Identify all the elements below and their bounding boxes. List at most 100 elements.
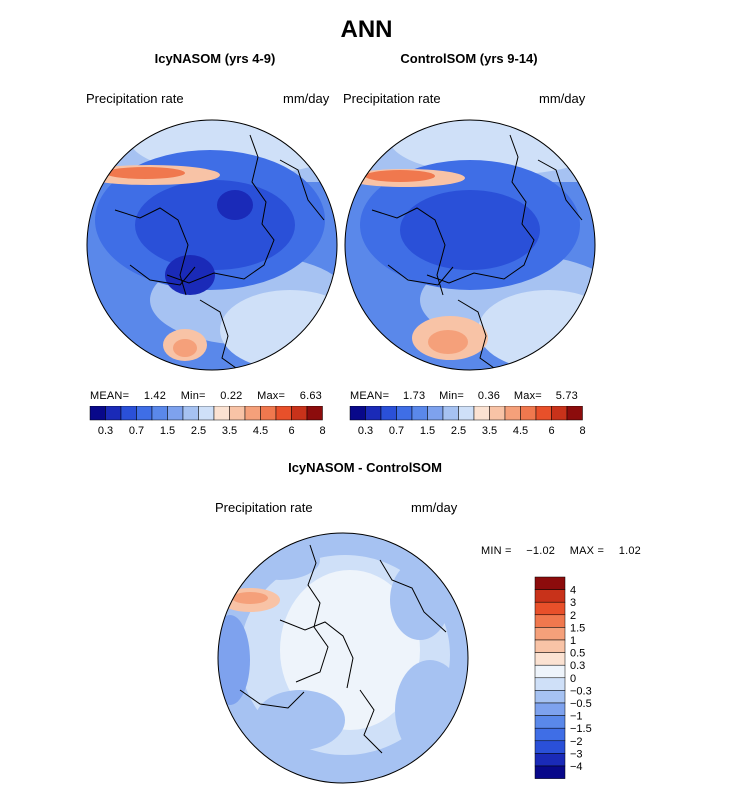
- colorbar-icynasom-swatch: [167, 406, 184, 421]
- panel-2-min-label: Min=: [439, 390, 465, 402]
- colorbar-difference-swatch: [534, 690, 566, 704]
- colorbar-controlsom-tick-label: 2.5: [451, 425, 466, 437]
- panel-2-units-label: mm/day: [539, 91, 586, 106]
- colorbar-icynasom-tick-label: 8: [319, 425, 325, 437]
- colorbar-difference-swatch: [534, 639, 566, 653]
- colorbar-difference-swatch: [534, 652, 566, 666]
- colorbar-controlsom: 0.3 0.7 1.5 2.5 3.5 4.5 6 8: [349, 406, 586, 437]
- colorbar-icynasom-tick-label: 0.7: [129, 425, 144, 437]
- panel-2-min-value: 0.36: [477, 390, 501, 402]
- panel-2-mean-label: MEAN=: [350, 390, 390, 402]
- colorbar-controlsom-tick-label: 0.3: [358, 425, 373, 437]
- colorbar-difference-swatch: [534, 589, 566, 603]
- colorbar-controlsom-swatch: [427, 406, 444, 421]
- colorbar-controlsom-tick-label: 0.7: [389, 425, 404, 437]
- panel-2-max-value: 5.73: [555, 390, 578, 402]
- panel-3-max-label: MAX =: [569, 545, 605, 557]
- colorbar-icynasom-swatch: [260, 406, 277, 421]
- colorbar-difference-tick-label: −0.3: [570, 685, 592, 697]
- panel-1-stats: MEAN= 1.42 Min= 0.22 Max= 6.63: [90, 390, 322, 402]
- colorbar-difference-swatch: [534, 727, 566, 742]
- panel-2-max-label: Max=: [513, 390, 542, 402]
- colorbar-controlsom-swatch: [566, 406, 583, 421]
- colorbar-icynasom-tick-label: 2.5: [191, 425, 206, 437]
- panel-2-stats: MEAN= 1.73 Min= 0.36 Max= 5.73: [350, 390, 578, 402]
- colorbar-difference-tick-label: −2: [570, 736, 583, 748]
- colorbar-controlsom-swatch: [551, 406, 568, 421]
- panel-3-units-label: mm/day: [411, 500, 458, 515]
- colorbar-icynasom-swatch: [182, 406, 199, 421]
- colorbar-difference-tick-label: −4: [570, 761, 583, 773]
- colorbar-controlsom-tick-label: 1.5: [420, 425, 435, 437]
- panel-1-mean-label: MEAN=: [90, 390, 130, 402]
- colorbar-difference-tick-label: 0: [570, 673, 576, 685]
- colorbar-controlsom-swatch: [365, 406, 382, 421]
- colorbar-difference-swatch: [534, 627, 566, 641]
- colorbar-difference-tick-label: −1: [570, 711, 583, 723]
- colorbar-icynasom-swatch: [89, 406, 106, 421]
- panel-2-mean-value: 1.73: [403, 390, 426, 402]
- map-icynasom: [87, 120, 337, 370]
- colorbar-controlsom-swatch: [504, 406, 521, 421]
- colorbar-difference-swatch: [534, 715, 566, 729]
- colorbar-difference-tick-label: −1.5: [570, 723, 592, 735]
- panel-3-min-value: −1.02: [526, 545, 556, 557]
- colorbar-controlsom-swatch: [442, 406, 459, 421]
- panel-1-max-value: 6.63: [299, 390, 322, 402]
- colorbar-icynasom-tick-label: 0.3: [98, 425, 113, 437]
- colorbar-difference-swatch: [534, 576, 566, 590]
- colorbar-difference-swatch: [534, 601, 566, 616]
- map-difference: [218, 533, 468, 783]
- map-controlsom: [345, 120, 595, 370]
- colorbar-controlsom-tick-label: 6: [548, 425, 554, 437]
- colorbar-icynasom-swatch: [198, 406, 215, 421]
- colorbar-controlsom-swatch: [489, 406, 506, 421]
- colorbar-controlsom-tick-label: 8: [579, 425, 585, 437]
- colorbar-icynasom-swatch: [105, 406, 122, 421]
- colorbar-icynasom-swatch: [120, 406, 137, 421]
- colorbar-difference-swatch: [534, 614, 566, 628]
- colorbar-difference-tick-label: 1.5: [570, 622, 585, 634]
- colorbar-icynasom-swatch: [213, 406, 230, 421]
- colorbar-icynasom-tick-label: 1.5: [160, 425, 175, 437]
- colorbar-icynasom-tick-label: 4.5: [253, 425, 268, 437]
- colorbar-difference-swatch: [534, 753, 566, 767]
- colorbar-difference-swatch: [534, 765, 566, 779]
- panel-2-variable-label: Precipitation rate: [343, 91, 441, 106]
- colorbar-difference-tick-label: −3: [570, 748, 583, 760]
- colorbar-controlsom-swatch: [411, 406, 428, 421]
- colorbar-difference-tick-label: 1: [570, 635, 576, 647]
- colorbar-controlsom-swatch: [349, 406, 366, 421]
- colorbar-difference-tick-label: 3: [570, 597, 576, 609]
- panel-3-title: IcyNASOM - ControlSOM: [288, 460, 442, 475]
- panel-3-max-value: 1.02: [618, 545, 641, 557]
- colorbar-controlsom-swatch: [473, 406, 490, 421]
- colorbar-difference-swatch: [534, 702, 566, 716]
- colorbar-controlsom-swatch: [520, 406, 537, 421]
- colorbar-difference-tick-label: −0.5: [570, 698, 592, 710]
- colorbar-icynasom-swatch: [306, 406, 323, 421]
- colorbar-difference-tick-label: 0.5: [570, 648, 585, 660]
- colorbar-difference-tick-label: 2: [570, 610, 576, 622]
- panel-1-mean-value: 1.42: [143, 390, 167, 402]
- colorbar-controlsom-tick-label: 4.5: [513, 425, 528, 437]
- panel-1-title: IcyNASOM (yrs 4-9): [154, 51, 276, 66]
- colorbar-icynasom-tick-label: 3.5: [222, 425, 237, 437]
- panel-2-title: ControlSOM (yrs 9-14): [400, 51, 538, 66]
- colorbar-controlsom-swatch: [458, 406, 475, 421]
- colorbar-controlsom-swatch: [535, 406, 552, 421]
- colorbar-icynasom-swatch: [151, 406, 168, 421]
- colorbar-difference-tick-label: 0.3: [570, 660, 585, 672]
- panel-1-variable-label: Precipitation rate: [86, 91, 184, 106]
- colorbar-controlsom-swatch: [396, 406, 413, 421]
- colorbar-icynasom-swatch: [244, 406, 261, 421]
- panel-1-max-label: Max=: [257, 390, 286, 402]
- colorbar-controlsom-tick-label: 3.5: [482, 425, 497, 437]
- colorbar-difference-swatch: [534, 740, 566, 754]
- panel-1-min-label: Min=: [180, 390, 206, 402]
- panel-3-min-label: MIN =: [481, 545, 512, 557]
- colorbar-icynasom: 0.3 0.7 1.5 2.5 3.5 4.5 6 8: [89, 406, 326, 437]
- colorbar-icynasom-swatch: [291, 406, 308, 421]
- panel-1-min-value: 0.22: [220, 390, 243, 402]
